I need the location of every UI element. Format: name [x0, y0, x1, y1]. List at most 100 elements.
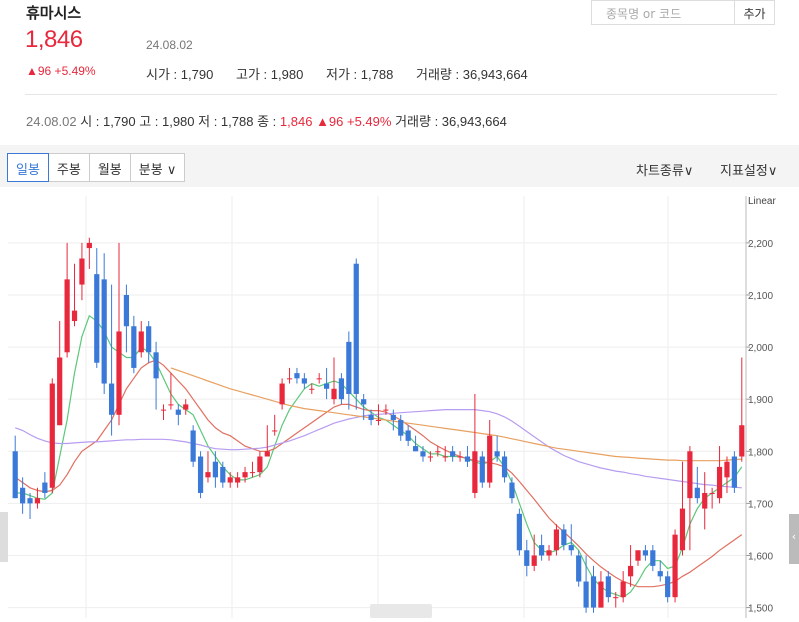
y-tick-label: 1,500 [748, 604, 773, 615]
candle-body [20, 487, 26, 504]
candle-body [183, 404, 189, 410]
candle-body [49, 383, 55, 488]
candle-body [568, 545, 574, 551]
indicator-settings-dropdown[interactable]: 지표설정∨ [720, 164, 778, 179]
candle-body [479, 456, 485, 483]
tab-daily[interactable]: 일봉 [7, 153, 49, 182]
chart-type-dropdown[interactable]: 차트종류∨ [636, 164, 694, 179]
candle-body [672, 534, 678, 598]
candle-body [212, 461, 218, 478]
candle-body [561, 529, 567, 546]
zoom-control[interactable] [370, 604, 432, 618]
volume-value: 36,943,664 [462, 67, 528, 82]
candle-body [642, 550, 649, 556]
add-button[interactable]: 추가 [735, 0, 775, 25]
candle-body [405, 430, 411, 441]
tab-minute[interactable]: 분봉 ∨ [138, 163, 177, 178]
candle-body [709, 492, 715, 494]
candle-body [138, 331, 144, 353]
candle-body [724, 461, 730, 478]
period-tabs: 일봉 주봉 월봉 분봉 ∨ [7, 153, 186, 182]
candlestick-chart[interactable]: 2,200 2,100 2,000 1,900 1,800 1,700 1,600 1,500… [8, 196, 799, 618]
candle-body [338, 378, 345, 400]
candle-body [86, 242, 92, 249]
candle-body [57, 357, 63, 426]
candle-body [131, 326, 137, 368]
candle-body [346, 341, 352, 394]
search-input[interactable]: 종목명 or 코드 [591, 0, 735, 25]
tab-monthly[interactable]: 월봉 [90, 154, 131, 181]
candle-body [501, 456, 508, 478]
candle-body [464, 456, 471, 462]
candle-body [739, 425, 745, 457]
candle-body [361, 399, 367, 405]
candle-body [605, 576, 611, 598]
scale-label: Linear [748, 196, 776, 207]
candle-body [412, 446, 419, 452]
candle-body [635, 550, 641, 561]
candle-body [108, 383, 115, 415]
low-label: 저가 : [326, 67, 361, 82]
summary-low: 저 : 1,788 [198, 114, 254, 129]
candle-body [420, 451, 426, 457]
candle-body [494, 451, 500, 457]
candle-body [694, 487, 700, 499]
candle-body [71, 310, 78, 322]
candle-body [316, 378, 322, 380]
candle-body [42, 482, 48, 493]
y-tick-label: 2,100 [748, 291, 773, 302]
candle-body [160, 409, 167, 411]
candle-body [509, 482, 515, 499]
tab-weekly[interactable]: 주봉 [49, 154, 90, 181]
volume: 거래량 : 36,943,664 [416, 64, 528, 83]
candle-body [539, 545, 545, 556]
candle-body [272, 430, 278, 432]
volume-label: 거래량 : [416, 67, 463, 82]
candle-body [383, 409, 389, 411]
candle-body [650, 550, 656, 566]
candle-body [702, 492, 708, 509]
moving-average-line [170, 367, 742, 462]
candle-body [583, 581, 589, 608]
candle-body [242, 472, 248, 478]
candle-body [190, 430, 196, 462]
candle-body [324, 383, 330, 389]
candle-body [168, 404, 174, 406]
candle-body [487, 435, 493, 483]
candle-body [309, 388, 315, 390]
summary-volume: 거래량 : 36,943,664 [395, 114, 507, 129]
open-price: 시가 : 1,790 [146, 64, 213, 83]
high-label: 고가 : [236, 67, 271, 82]
candle-body [472, 451, 478, 493]
candle-body [620, 581, 626, 598]
candle-body [116, 331, 122, 415]
low-price: 저가 : 1,788 [326, 64, 393, 83]
candle-body [598, 581, 604, 608]
chart-svg: 2,200 2,100 2,000 1,900 1,800 1,700 1,600 1,500… [8, 196, 776, 618]
candle-body [257, 456, 263, 473]
candle-body [398, 420, 404, 436]
candle-body [353, 263, 359, 394]
candle-body [64, 279, 70, 353]
scroll-right-handle[interactable]: ‹ [789, 514, 799, 564]
candle-body [220, 466, 226, 483]
high-price: 고가 : 1,980 [236, 64, 303, 83]
candle-body [197, 456, 204, 493]
y-tick-label: 1,700 [748, 499, 773, 510]
candle-body [294, 373, 300, 379]
current-price: 1,846 [25, 26, 83, 53]
candle-body [286, 378, 293, 380]
candle-body [687, 451, 693, 499]
candle-body [531, 555, 537, 566]
open-label: 시가 : [146, 67, 181, 82]
candle-body [375, 420, 382, 422]
candle-body [123, 294, 130, 327]
candle-body [716, 466, 723, 499]
candle-body [731, 456, 737, 488]
candle-body [249, 472, 256, 474]
summary-bar: 24.08.02 시 : 1,790 고 : 1,980 저 : 1,788 종… [26, 111, 507, 130]
candle-body [553, 529, 560, 551]
scroll-left-handle[interactable] [0, 512, 8, 562]
y-tick-label: 1,800 [748, 447, 773, 458]
y-tick-label: 1,600 [748, 551, 773, 562]
